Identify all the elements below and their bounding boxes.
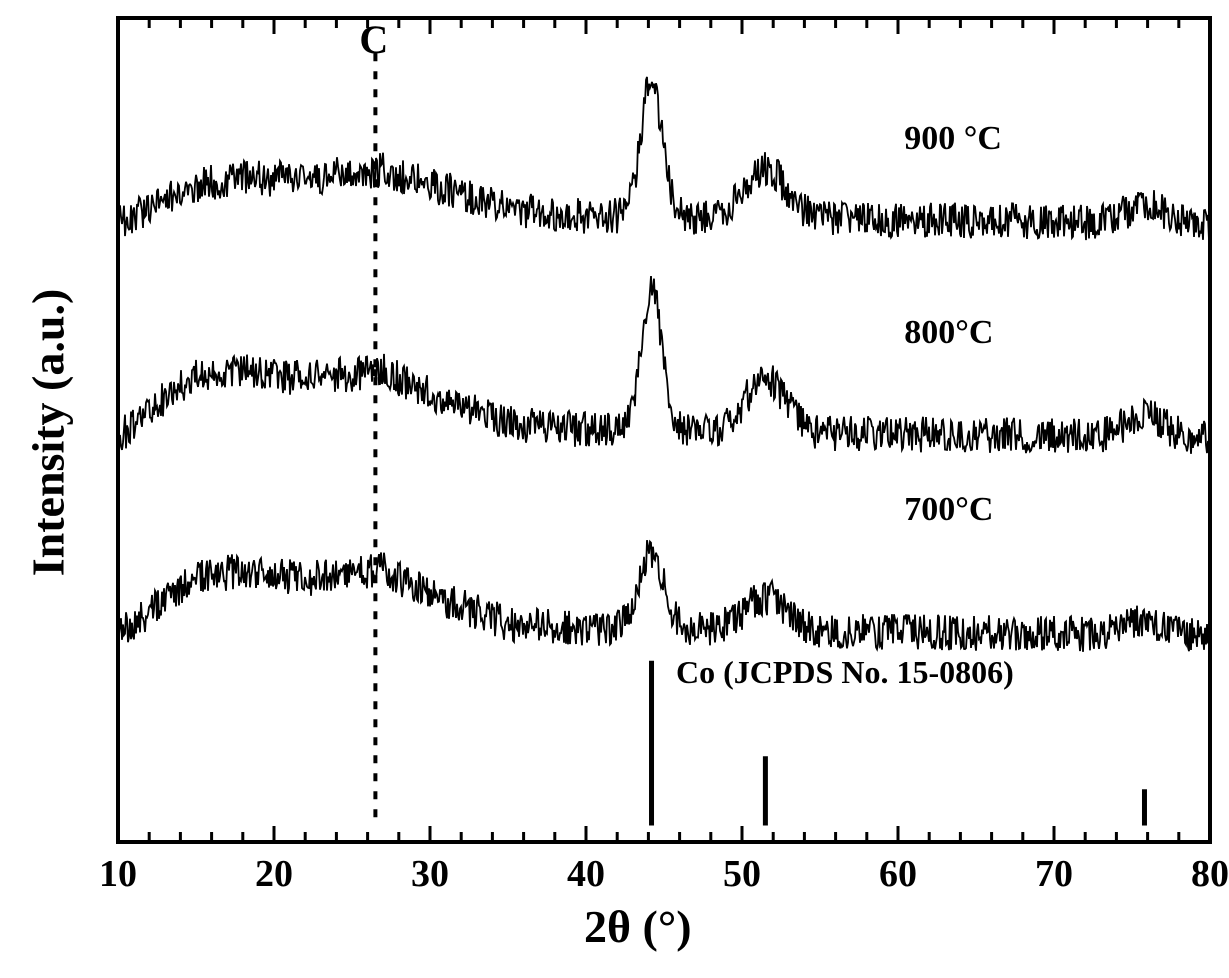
xrd-chart: Intensity (a.u.) 2θ (°) C Co (JCPDS No. … <box>0 0 1229 978</box>
xrd-trace <box>118 276 1210 454</box>
carbon-peak-label: C <box>359 16 388 63</box>
x-tick-label: 30 <box>400 852 460 896</box>
xrd-trace <box>118 540 1210 652</box>
x-tick-label: 50 <box>712 852 772 896</box>
x-tick-label: 60 <box>868 852 928 896</box>
x-tick-label: 20 <box>244 852 304 896</box>
x-tick-label: 40 <box>556 852 616 896</box>
x-tick-label: 70 <box>1024 852 1084 896</box>
x-tick-label: 80 <box>1180 852 1229 896</box>
chart-svg <box>0 0 1229 978</box>
reference-card-label: Co (JCPDS No. 15-0806) <box>676 654 1014 691</box>
y-axis-label: Intensity (a.u.) <box>22 253 75 613</box>
xrd-trace <box>118 77 1210 242</box>
x-axis-label: 2θ (°) <box>584 900 692 953</box>
series-label: 800°C <box>904 314 993 352</box>
series-label: 700°C <box>904 491 993 529</box>
series-label: 900 °C <box>904 120 1002 158</box>
x-tick-label: 10 <box>88 852 148 896</box>
